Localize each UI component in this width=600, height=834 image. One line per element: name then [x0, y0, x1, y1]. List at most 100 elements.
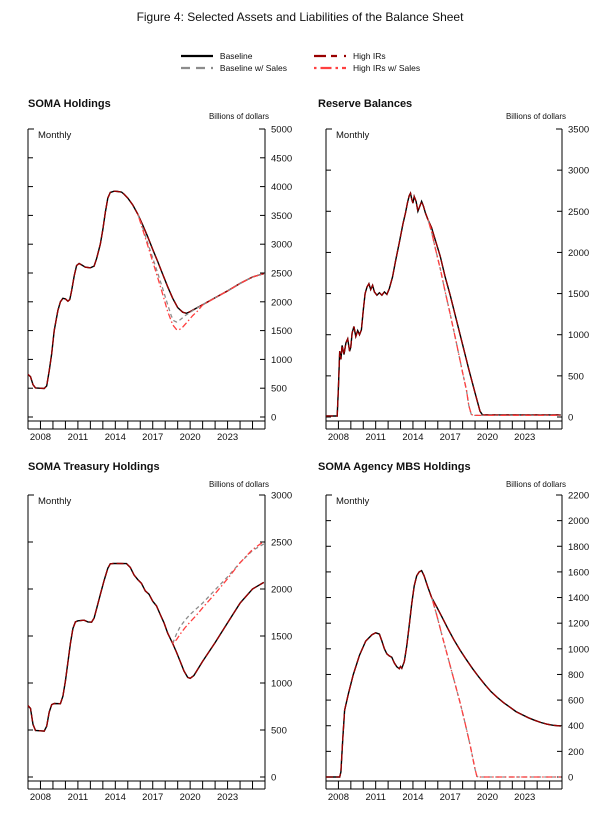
x-tick-label: 2011 — [365, 792, 385, 803]
x-tick-label: 2020 — [180, 432, 201, 443]
unit-label: Billions of dollars — [209, 112, 269, 121]
frequency-label: Monthly — [38, 130, 72, 141]
series-baseline-w-sales — [427, 219, 561, 417]
series-baseline — [326, 191, 561, 417]
x-tick-label: 2008 — [328, 792, 349, 803]
x-tick-label: 2014 — [105, 432, 126, 443]
chart-title: SOMA Agency MBS Holdings — [318, 461, 471, 473]
unit-label: Billions of dollars — [506, 480, 566, 489]
chart-title: SOMA Treasury Holdings — [28, 461, 160, 473]
x-tick-label: 2017 — [142, 792, 163, 803]
frequency-label: Monthly — [336, 130, 370, 141]
legend-item-high-irs-w-sales: High IRs w/ Sales — [313, 62, 420, 73]
x-tick-label: 2017 — [440, 792, 461, 803]
x-tick-label: 2017 — [440, 432, 461, 443]
y-tick-label: 2500 — [271, 538, 292, 549]
y-tick-label: 0 — [568, 413, 573, 424]
legend-line-sample — [314, 54, 346, 57]
y-tick-label: 0 — [271, 773, 276, 784]
y-tick-label: 1500 — [271, 326, 292, 337]
series-high-irs — [27, 562, 265, 732]
unit-label: Billions of dollars — [209, 480, 269, 489]
y-tick-label: 3000 — [568, 166, 589, 177]
y-tick-label: 500 — [568, 371, 584, 382]
y-tick-label: 1500 — [568, 289, 589, 300]
y-tick-label: 2000 — [568, 248, 589, 259]
frequency-label: Monthly — [336, 496, 370, 507]
y-tick-label: 3000 — [271, 491, 292, 502]
y-tick-label: 500 — [271, 384, 287, 395]
x-tick-label: 2023 — [514, 792, 535, 803]
y-tick-label: 4500 — [271, 153, 292, 164]
series-high-irs — [326, 191, 561, 417]
legend-line-sample — [180, 66, 213, 69]
y-tick-label: 500 — [271, 726, 287, 737]
x-tick-label: 2011 — [68, 792, 88, 803]
y-tick-label: 1000 — [568, 330, 589, 341]
series-high-irs — [326, 569, 561, 778]
legend-item-baseline-w-sales: Baseline w/ Sales — [180, 62, 287, 73]
series-baseline — [27, 562, 265, 732]
series-high-irs-w-sales — [430, 597, 561, 778]
x-tick-label: 2008 — [30, 432, 51, 443]
x-tick-label: 2014 — [402, 792, 423, 803]
y-tick-label: 400 — [568, 721, 584, 732]
y-tick-label: 2500 — [568, 207, 589, 218]
y-tick-label: 1000 — [271, 679, 292, 690]
legend-item-label: High IRs w/ Sales — [353, 62, 421, 73]
x-tick-label: 2020 — [180, 792, 201, 803]
x-tick-label: 2023 — [217, 432, 238, 443]
y-tick-label: 1500 — [271, 632, 292, 643]
x-tick-label: 2020 — [477, 432, 498, 443]
y-tick-label: 1200 — [568, 619, 589, 630]
y-tick-label: 2000 — [271, 585, 292, 596]
chart-soma-agency-mbs-holdings: SOMA Agency MBS Holdings Billions of doll… — [318, 461, 589, 803]
x-tick-label: 2014 — [402, 432, 423, 443]
y-tick-label: 3500 — [568, 125, 589, 136]
legend-item-high-irs: High IRs — [313, 50, 420, 61]
legend-item-baseline: Baseline — [180, 50, 287, 61]
series-high-irs — [27, 190, 264, 390]
legend-line-sample — [314, 66, 346, 69]
y-tick-label: 600 — [568, 696, 584, 707]
series-baseline — [326, 569, 561, 778]
y-tick-label: 0 — [271, 413, 276, 424]
legend-column: Baseline Baseline w/ Sales — [180, 50, 287, 73]
y-tick-label: 1000 — [568, 644, 589, 655]
series-high-irs-w-sales — [427, 219, 561, 417]
y-tick-label: 4000 — [271, 182, 292, 193]
x-tick-label: 2017 — [142, 432, 163, 443]
legend-item-label: Baseline w/ Sales — [219, 62, 287, 73]
chart-title: SOMA Holdings — [28, 98, 111, 110]
x-tick-label: 2011 — [68, 432, 88, 443]
legend-item-label: Baseline — [219, 50, 253, 61]
chart-soma-holdings: SOMA Holdings Billions of dollars Monthly 0… — [27, 98, 292, 443]
x-tick-label: 2008 — [30, 792, 51, 803]
y-tick-label: 200 — [568, 747, 584, 758]
legend-column: High IRs High IRs w/ Sales — [313, 50, 420, 73]
y-tick-label: 1800 — [568, 542, 589, 553]
x-tick-label: 2023 — [217, 792, 238, 803]
series-baseline-w-sales — [172, 543, 265, 644]
y-tick-label: 2200 — [568, 491, 589, 502]
chart-soma-treasury-holdings: SOMA Treasury Holdings Billions of dollar… — [27, 461, 292, 803]
y-tick-label: 800 — [568, 670, 584, 681]
y-tick-label: 2500 — [271, 269, 292, 280]
series-high-irs-w-sales — [137, 214, 264, 331]
legend: Baseline Baseline w/ Sales High IRs High IR… — [0, 50, 600, 73]
x-tick-label: 2020 — [477, 792, 498, 803]
legend-line-sample — [180, 54, 213, 57]
figure-title: Figure 4: Selected Assets and Liabilitie… — [136, 10, 464, 24]
y-tick-label: 0 — [568, 773, 573, 784]
y-tick-label: 3500 — [271, 211, 292, 222]
x-tick-label: 2014 — [105, 792, 126, 803]
series-baseline-w-sales — [430, 597, 561, 778]
series-high-irs-w-sales — [172, 540, 265, 644]
y-tick-label: 1000 — [271, 355, 292, 366]
y-tick-label: 1400 — [568, 593, 589, 604]
chart-title: Reserve Balances — [318, 98, 412, 110]
legend-item-label: High IRs — [353, 50, 386, 61]
x-tick-label: 2011 — [365, 432, 385, 443]
chart-reserve-balances: Reserve Balances Billions of dollars Month… — [318, 98, 589, 443]
